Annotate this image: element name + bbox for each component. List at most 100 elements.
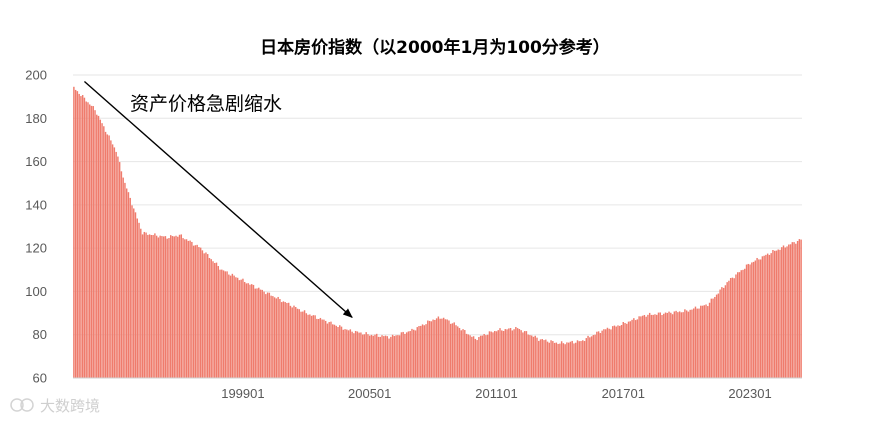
bar: [575, 342, 577, 378]
bar: [171, 236, 174, 378]
bar: [370, 334, 373, 378]
x-tick-label: 201701: [602, 386, 645, 401]
bar: [217, 266, 219, 378]
bar: [99, 119, 102, 379]
bar: [497, 330, 499, 378]
bar: [752, 261, 755, 378]
bar: [471, 336, 473, 378]
bar: [495, 331, 498, 378]
bar: [136, 218, 138, 378]
y-tick-label: 160: [25, 154, 47, 169]
bar: [182, 238, 184, 378]
annotations: 资产价格急剧缩水: [83, 80, 353, 319]
bar: [733, 278, 735, 378]
bar: [791, 242, 794, 378]
bar: [587, 335, 589, 378]
bar: [694, 306, 697, 378]
bar: [113, 147, 116, 378]
bar: [76, 91, 79, 378]
bar: [449, 323, 452, 378]
bar: [138, 222, 140, 378]
bar: [303, 310, 306, 378]
bar: [467, 334, 470, 378]
bar: [601, 330, 603, 378]
bar: [608, 328, 610, 378]
bar: [590, 336, 593, 378]
bar: [719, 289, 721, 378]
bar: [324, 320, 327, 378]
bar: [125, 188, 128, 378]
bar: [545, 339, 547, 378]
bar: [638, 316, 640, 378]
bar: [705, 304, 707, 378]
bar: [275, 298, 278, 378]
watermark: 大数跨境: [40, 397, 100, 415]
bar: [122, 177, 124, 378]
bar: [101, 123, 103, 379]
bar: [321, 319, 323, 378]
bar: [374, 334, 376, 378]
bar: [180, 234, 183, 378]
bar: [453, 322, 455, 378]
bar: [675, 310, 677, 378]
bar: [756, 257, 758, 378]
bar: [442, 317, 445, 378]
bar: [469, 335, 471, 378]
bar: [758, 259, 760, 378]
bar: [775, 250, 778, 378]
bar: [150, 235, 153, 378]
bar: [538, 340, 540, 378]
bar: [147, 234, 149, 378]
bar: [404, 333, 406, 378]
bar: [619, 325, 621, 378]
bar: [219, 269, 221, 378]
x-tick-label: 199901: [221, 386, 264, 401]
bar: [411, 328, 413, 378]
bar: [414, 330, 417, 378]
bar: [744, 268, 746, 378]
bar: [252, 284, 255, 378]
bar: [344, 329, 346, 378]
bar: [256, 288, 258, 378]
bar: [448, 320, 450, 378]
bar: [377, 336, 380, 378]
bar: [347, 330, 350, 378]
bar: [155, 235, 158, 378]
bar: [97, 115, 100, 379]
x-tick-label: 201101: [475, 386, 517, 401]
bar: [745, 264, 748, 378]
bar: [671, 314, 674, 378]
bar: [129, 197, 131, 378]
bar: [164, 236, 167, 378]
bar: [751, 262, 753, 378]
bar: [405, 332, 408, 378]
bar: [268, 292, 271, 378]
bar: [367, 334, 369, 378]
bar: [400, 332, 403, 378]
bar: [388, 338, 390, 378]
bar: [427, 320, 429, 378]
bar: [390, 336, 392, 378]
bar: [284, 302, 286, 378]
bar: [796, 240, 799, 378]
y-tick-label: 80: [33, 327, 47, 342]
bar: [191, 241, 193, 378]
bar: [708, 302, 711, 378]
bar: [550, 340, 552, 378]
bar: [96, 114, 98, 378]
bar: [749, 264, 751, 378]
bar: [494, 330, 496, 378]
bar: [372, 335, 374, 378]
bar: [351, 331, 353, 378]
bar: [754, 260, 757, 378]
bar: [314, 315, 316, 378]
bar: [585, 338, 588, 378]
bar: [680, 312, 683, 378]
bar: [286, 302, 288, 378]
bar: [573, 343, 575, 378]
bar: [90, 105, 93, 379]
bar: [735, 274, 737, 378]
bar: [131, 205, 133, 378]
bar: [740, 270, 742, 378]
y-tick-label: 140: [25, 197, 47, 212]
